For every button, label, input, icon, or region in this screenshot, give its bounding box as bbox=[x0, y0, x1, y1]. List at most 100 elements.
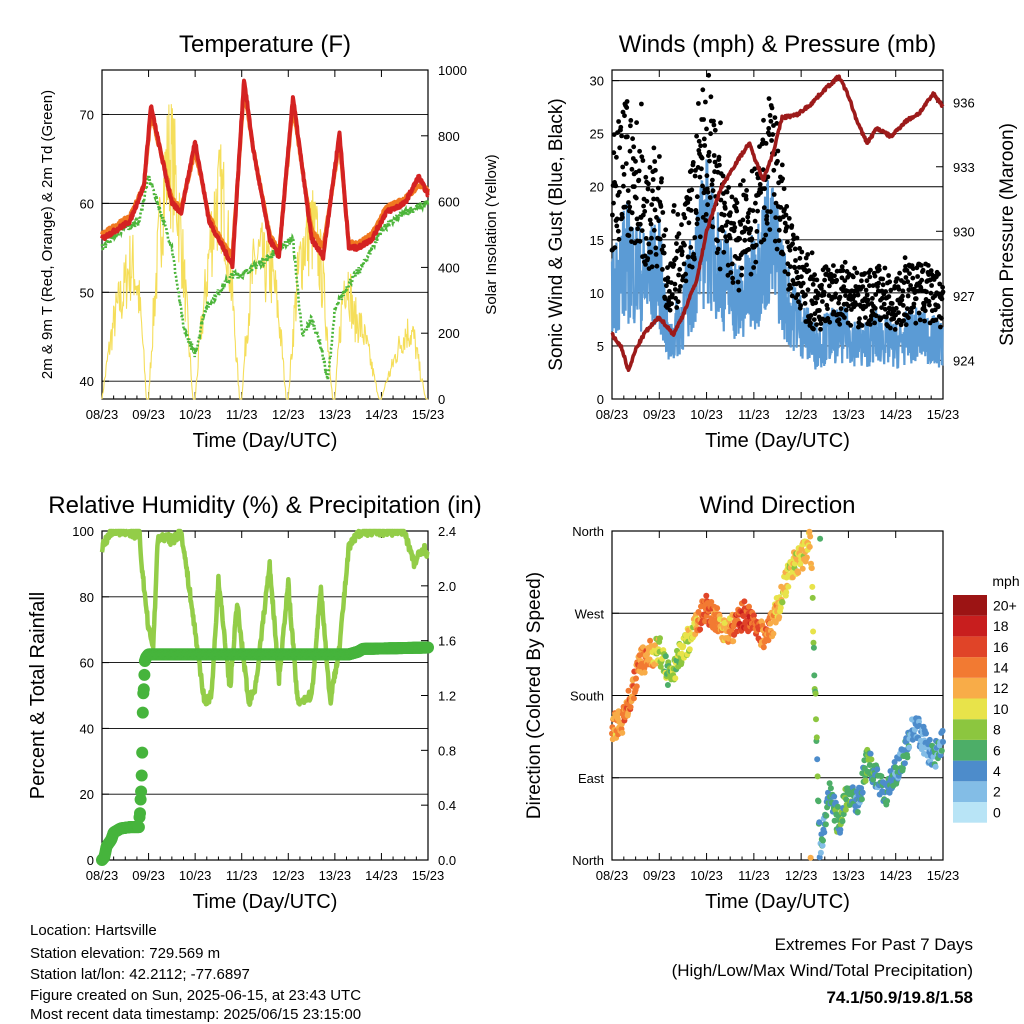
wind-gust-point bbox=[848, 323, 854, 328]
dir-direction-point bbox=[891, 759, 898, 765]
wind-gust-point bbox=[689, 168, 694, 174]
hum-y2-tick-label: 0.0 bbox=[438, 853, 456, 868]
wind-gust-point bbox=[619, 215, 625, 220]
temp-y2-tick-label: 1000 bbox=[438, 63, 467, 78]
wind-gust-point bbox=[627, 148, 633, 154]
wind-gust-point bbox=[748, 271, 754, 277]
dir-legend-swatch bbox=[953, 615, 987, 637]
wind-gust-point bbox=[755, 208, 760, 214]
wind-gust-point bbox=[768, 118, 774, 124]
dir-direction-point bbox=[813, 734, 820, 741]
wind-gust-point bbox=[639, 101, 644, 107]
wind-gust-point bbox=[752, 218, 758, 224]
hum-x-tick-label: 15/23 bbox=[412, 868, 445, 883]
wind-gust-point bbox=[850, 274, 856, 280]
hum-total-rainfall-points bbox=[96, 641, 434, 866]
hum-rainfall-point bbox=[138, 668, 151, 681]
wind-gust-point bbox=[753, 259, 759, 265]
wind-gust-point bbox=[808, 320, 813, 326]
dir-direction-point bbox=[826, 780, 833, 787]
wind-gust-point bbox=[927, 302, 932, 308]
wind-gust-point bbox=[838, 306, 844, 311]
wind-gust-point bbox=[711, 118, 716, 124]
wind-gust-point bbox=[812, 272, 817, 278]
wind-gust-point bbox=[924, 289, 929, 295]
temp-x-axis-label: Time (Day/UTC) bbox=[193, 430, 338, 452]
wind-gust-point bbox=[881, 301, 887, 307]
wind-gust-point bbox=[652, 159, 658, 164]
wind-gust-point bbox=[616, 119, 621, 124]
wind-gust-point bbox=[873, 292, 879, 297]
wind-gust-point bbox=[928, 290, 934, 296]
wind-gust-point bbox=[674, 305, 680, 310]
dir-direction-point bbox=[633, 675, 639, 682]
wind-gust-point bbox=[810, 282, 816, 287]
wind-gust-point bbox=[825, 306, 830, 312]
wind-gust-point bbox=[697, 174, 703, 180]
dir-legend-label: 14 bbox=[993, 659, 1009, 675]
wind-y-tick-label: 5 bbox=[597, 339, 604, 354]
wind-title: Winds (mph) & Pressure (mb) bbox=[619, 31, 936, 58]
wind-gust-point bbox=[763, 232, 769, 238]
wind-x-tick-label: 08/23 bbox=[596, 407, 629, 422]
wind-gust-point bbox=[911, 301, 917, 307]
hum-y-tick-label: 100 bbox=[72, 524, 94, 539]
dir-direction-point bbox=[672, 675, 679, 682]
wind-gust-point bbox=[614, 223, 620, 229]
wind-gust-point bbox=[634, 216, 640, 222]
wind-gust-point bbox=[683, 278, 689, 284]
dir-direction-point bbox=[859, 789, 866, 796]
dir-direction-point bbox=[854, 809, 861, 815]
wind-gust-point bbox=[717, 162, 722, 168]
dir-direction-point bbox=[799, 565, 806, 572]
wind-gust-point bbox=[616, 236, 622, 242]
wind-gust-point bbox=[677, 267, 683, 272]
wind-gust-point bbox=[886, 273, 891, 278]
wind-gust-point bbox=[728, 270, 734, 275]
wind-gust-point bbox=[699, 155, 705, 161]
wind-gust-point bbox=[700, 183, 705, 189]
wind-gust-point bbox=[711, 153, 717, 158]
wind-gust-point bbox=[739, 265, 745, 271]
dir-direction-point bbox=[814, 773, 821, 780]
dir-direction-point bbox=[820, 837, 826, 844]
wind-gust-point bbox=[767, 227, 773, 233]
dir-direction-point bbox=[619, 729, 626, 736]
wind-gust-point bbox=[795, 292, 801, 298]
wind-gust-point bbox=[672, 287, 678, 292]
wind-gust-point bbox=[715, 246, 721, 252]
wind-gust-point bbox=[774, 246, 780, 252]
wind-gust-point bbox=[737, 236, 742, 242]
wind-gust-point bbox=[669, 292, 675, 298]
wind-gust-point bbox=[773, 215, 779, 221]
wind-gust-point bbox=[753, 242, 759, 248]
temp-2m-temperature-line bbox=[100, 78, 430, 270]
hum-x-axis-label: Time (Day/UTC) bbox=[193, 891, 338, 913]
wind-gust-point bbox=[628, 123, 633, 129]
wind-gust-point bbox=[754, 229, 760, 234]
hum-x-tick-label: 14/23 bbox=[365, 868, 398, 883]
wind-gust-point bbox=[768, 209, 773, 215]
wind-gust-point bbox=[704, 126, 709, 132]
wind-gust-point bbox=[794, 269, 799, 275]
wind-gust-point bbox=[772, 238, 778, 244]
dir-direction-point bbox=[821, 829, 828, 836]
dir-direction-point bbox=[708, 599, 715, 605]
wind-gust-point bbox=[693, 210, 699, 216]
wind-gust-point bbox=[701, 117, 706, 122]
wind-gust-point bbox=[837, 294, 843, 300]
wind-gust-point bbox=[805, 252, 811, 257]
dir-direction-point bbox=[892, 764, 899, 771]
wind-gust-point bbox=[746, 247, 752, 252]
wind-gust-point bbox=[659, 176, 664, 182]
wind-gust-point bbox=[671, 262, 677, 268]
hum-y-tick-label: 80 bbox=[80, 590, 94, 605]
wind-gust-point bbox=[674, 241, 679, 247]
wind-gust-point bbox=[761, 117, 766, 123]
wind-gust-point bbox=[900, 288, 906, 294]
wind-y-tick-label: 25 bbox=[590, 127, 604, 142]
wind-gust-point bbox=[696, 138, 702, 144]
wind-gust-point bbox=[803, 292, 808, 298]
wind-gust-point bbox=[705, 202, 710, 208]
wind-gust-point bbox=[868, 267, 873, 273]
